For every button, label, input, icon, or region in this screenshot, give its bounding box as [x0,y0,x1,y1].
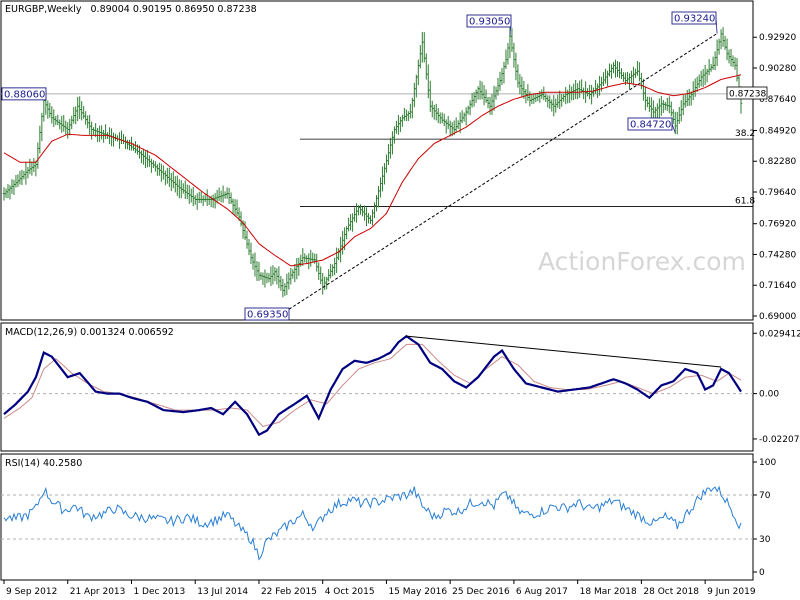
current-price-label: 0.87238 [729,90,766,100]
level-callout: 0.88060 [1,87,47,100]
low-callout-2019: 0.84720 [627,117,676,133]
ohlc-readout: 0.89004 0.90195 0.86950 0.87238 [91,4,257,15]
high-callout-2019: 0.93240 [671,11,718,34]
price-y-tick-label: 0.90280 [759,64,796,74]
fib-label: 38.2 [735,129,755,139]
price-y-tick-label: 0.87640 [759,95,796,105]
x-tick-label: 13 Jul 2014 [197,587,248,597]
price-y-tick-label: 0.82280 [759,157,796,167]
macd-y-tick-label: -0.022074 [759,435,800,445]
macd-line [3,334,742,437]
price-y-tick-label: 0.76920 [759,220,796,230]
x-tick-label: 18 Mar 2018 [580,587,637,597]
rsi-line [3,485,742,561]
x-tick-label: 21 Apr 2013 [70,587,126,597]
macd-y-tick-label: 0.029412 [759,329,800,339]
macd-title: MACD(12,26,9) 0.001324 0.006592 [5,327,174,338]
svg-text:0.84720: 0.84720 [630,120,671,131]
svg-text:0.88060: 0.88060 [4,89,45,100]
x-tick-label: 4 Oct 2015 [325,587,375,597]
rsi-y-tick-label: 0 [759,568,765,578]
x-tick-label: 22 Feb 2015 [261,587,317,597]
price-y-tick-label: 0.69000 [759,312,796,322]
svg-text:0.93050: 0.93050 [469,17,510,28]
svg-text:0.93240: 0.93240 [674,14,715,25]
x-tick-label: 15 May 2016 [388,587,447,597]
macd-panel: 0.029412 0.00 -0.022074 MACD(12,26,9) 0.00… [0,322,800,452]
macd-trendline [406,335,722,368]
price-levels: 38.2 61.8 [1,93,755,207]
x-tick-label: 9 Jun 2019 [707,587,756,597]
rsi-panel: 100 70 30 0 RSI(14) 40.2580 [0,453,776,581]
rsi-title: RSI(14) 40.2580 [5,458,82,469]
price-callouts: 0.88060 0.69350 0.93050 0.93240 0.84720 [1,11,718,321]
rsi-y-tick-label: 30 [759,535,771,545]
price-trendline [284,33,718,313]
high-callout-2016: 0.93050 [466,14,512,36]
x-tick-label: 25 Dec 2016 [452,587,510,597]
price-y-axis: 0.92920 0.90280 0.87640 0.84920 0.82280 0.796… [753,33,796,322]
price-panel: ActionForex.com 0.929200.902800.876400.8… [0,0,796,322]
svg-text:0.69350: 0.69350 [247,310,288,321]
price-y-tick-label: 0.84920 [759,126,796,136]
price-y-tick-label: 0.74280 [759,250,796,260]
price-y-tick-label: 0.92920 [759,33,796,43]
x-tick-label: 9 Sep 2012 [6,587,57,597]
watermark: ActionForex.com [538,247,746,276]
fib-label: 61.8 [735,196,755,206]
x-tick-label: 6 Aug 2017 [516,587,568,597]
rsi-y-tick-label: 70 [759,491,771,501]
rsi-y-axis: 100 70 30 0 [1,458,776,578]
symbol-label: EURGBP,Weekly [5,4,82,15]
x-tick-label: 1 Dec 2013 [133,587,185,597]
rsi-y-tick-label: 100 [759,458,776,468]
macd-y-tick-label: 0.00 [759,390,779,400]
price-y-tick-label: 0.71640 [759,281,796,291]
low-callout-2015: 0.69350 [244,307,290,321]
macd-y-axis: 0.029412 0.00 -0.022074 [1,329,800,445]
x-tick-label: 28 Oct 2018 [643,587,699,597]
current-price-tag: 0.87238 [726,86,768,100]
x-axis: 9 Sep 2012 21 Apr 2013 1 Dec 2013 13 Jul 20… [3,580,756,597]
sma-line [3,74,742,267]
price-y-tick-label: 0.79640 [759,188,796,198]
chart-title: EURGBP,Weekly 0.89004 0.90195 0.86950 0.… [5,4,257,15]
